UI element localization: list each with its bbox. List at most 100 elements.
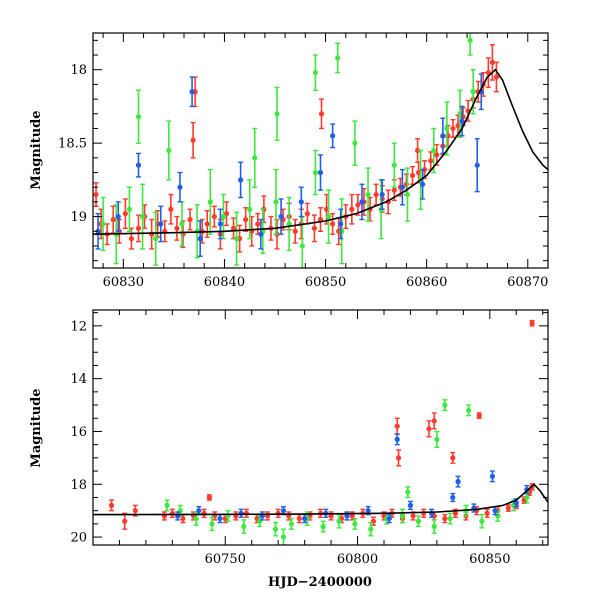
data-point: [135, 225, 142, 231]
data-point: [196, 508, 202, 514]
bottom-y-axis-label: Magnitude: [29, 388, 44, 467]
data-point: [426, 426, 432, 432]
top-panel-ticks: 60830 60840 60850 60860 60870 18 18.5 19: [58, 33, 549, 290]
data-point: [209, 521, 215, 527]
data-point: [394, 436, 400, 442]
top-panel-frame: [92, 32, 549, 269]
data-point: [428, 158, 434, 164]
data-point: [296, 515, 302, 522]
data-point: [122, 211, 128, 217]
data-point: [288, 521, 295, 527]
data-point: [166, 147, 172, 154]
data-point: [243, 510, 250, 516]
data-point: [405, 489, 411, 495]
data-point: [434, 152, 440, 158]
y-tick-label: 14: [70, 372, 87, 387]
data-point: [355, 202, 361, 208]
data-point: [524, 486, 530, 493]
data-point: [489, 59, 495, 65]
x-tick-label: 60750: [205, 552, 246, 567]
y-tick-label: 20: [70, 531, 87, 546]
data-point: [466, 407, 472, 413]
data-point: [238, 510, 244, 516]
data-point: [318, 111, 325, 117]
data-point: [132, 508, 138, 514]
data-point: [442, 515, 448, 522]
data-point: [434, 436, 440, 442]
data-point: [420, 181, 426, 187]
data-point: [505, 505, 511, 511]
data-point: [189, 89, 195, 95]
data-point: [100, 221, 106, 227]
data-point: [180, 515, 186, 522]
data-point: [174, 225, 180, 231]
data-point: [139, 213, 146, 220]
data-point: [450, 494, 456, 501]
data-point: [335, 55, 341, 61]
data-point: [168, 206, 174, 212]
data-point: [365, 508, 371, 514]
data-point: [311, 225, 318, 231]
top-panel-marks: [93, 33, 548, 268]
data-point: [177, 184, 183, 190]
bottom-panel-marks: [93, 319, 548, 545]
data-point: [252, 155, 258, 161]
data-point: [452, 510, 459, 516]
y-tick-label: 19: [70, 210, 87, 225]
data-point: [368, 526, 374, 532]
data-point: [339, 228, 345, 234]
data-point: [409, 172, 416, 179]
data-point: [386, 515, 392, 522]
bottom-panel: 60750 60800 60850 12 14 16 18 20 Magnitude HJD−…: [29, 309, 549, 590]
data-point: [404, 191, 411, 198]
data-point: [373, 191, 379, 198]
model-curve: [93, 483, 548, 516]
data-point: [325, 213, 332, 220]
y-tick-label: 18: [70, 478, 87, 493]
data-point: [493, 74, 500, 80]
data-point: [459, 118, 465, 124]
data-point: [217, 221, 223, 227]
data-point: [450, 125, 456, 132]
data-point: [299, 243, 305, 249]
data-point: [286, 221, 292, 227]
data-point: [479, 518, 485, 524]
data-point: [292, 228, 298, 234]
data-point: [241, 523, 247, 530]
data-point: [467, 37, 473, 43]
data-point: [524, 494, 530, 501]
data-point: [164, 502, 170, 508]
data-point: [238, 177, 244, 183]
data-point: [233, 236, 240, 242]
data-point: [410, 513, 416, 519]
data-point: [450, 455, 456, 461]
data-point: [349, 513, 355, 519]
data-point: [158, 221, 164, 227]
x-tick-label: 60850: [469, 552, 510, 567]
data-point: [442, 402, 448, 408]
data-point: [445, 133, 451, 139]
data-point: [272, 526, 279, 532]
bottom-panel-frame: [92, 309, 549, 546]
data-point: [312, 169, 319, 176]
data-point: [207, 199, 213, 205]
data-point: [529, 320, 535, 326]
data-point: [247, 206, 253, 212]
data-point: [431, 523, 437, 530]
data-point: [128, 236, 135, 242]
data-point: [391, 162, 397, 168]
data-point: [275, 510, 281, 516]
data-point: [492, 508, 498, 514]
data-point: [115, 213, 121, 220]
data-point: [379, 191, 385, 198]
data-point: [394, 423, 400, 429]
data-point: [352, 521, 358, 527]
data-point: [179, 221, 185, 227]
data-point: [352, 140, 358, 146]
data-point: [135, 162, 142, 168]
data-point: [414, 147, 421, 154]
data-point: [415, 518, 421, 524]
data-point: [476, 413, 482, 419]
data-point: [258, 231, 264, 237]
